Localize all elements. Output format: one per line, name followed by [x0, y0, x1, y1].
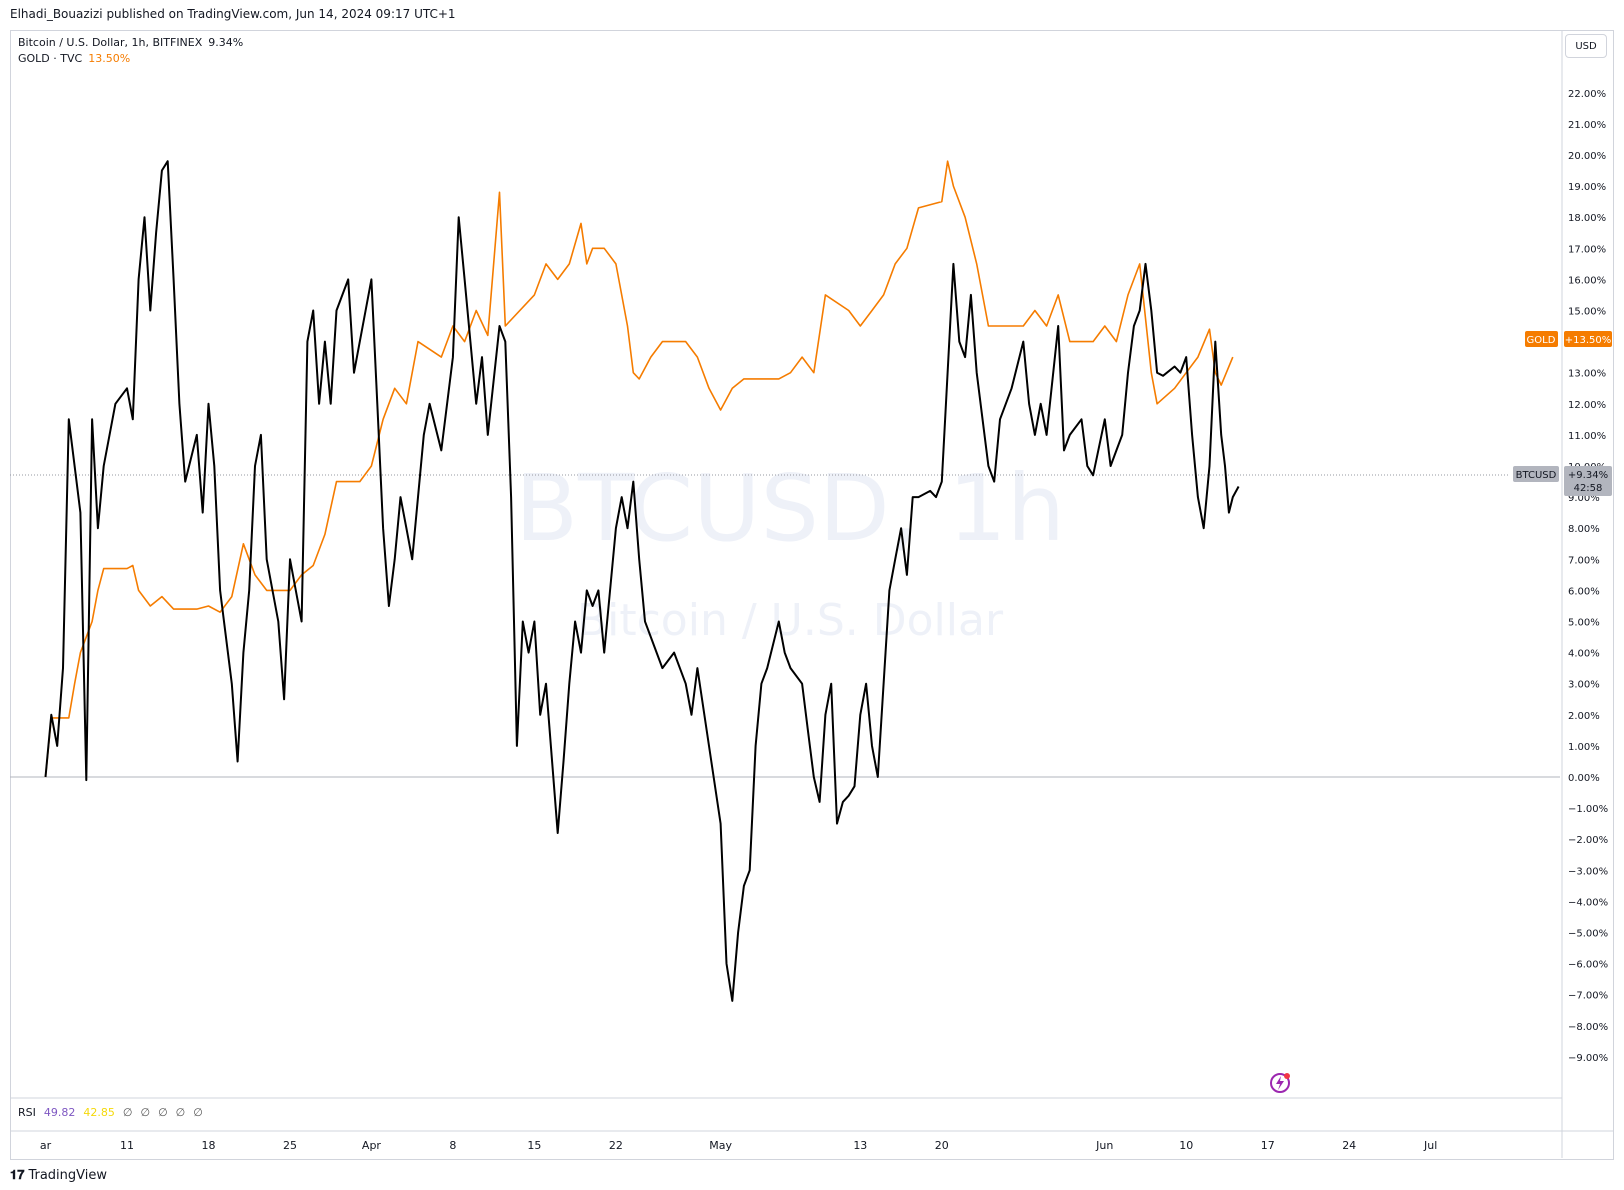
x-tick-label: Jul	[1423, 1139, 1437, 1152]
gold-series-line	[44, 160, 1234, 778]
y-tick-label: 6.00%	[1568, 586, 1600, 597]
y-tick-label: 9.00%	[1568, 493, 1600, 504]
y-tick-label: 8.00%	[1568, 524, 1600, 535]
x-tick-label: 24	[1342, 1139, 1356, 1152]
svg-text:GOLD: GOLD	[1527, 335, 1556, 346]
rsi-na-value: ∅	[122, 1106, 133, 1119]
svg-text:+13.50%: +13.50%	[1565, 335, 1612, 346]
x-tick-label: 18	[201, 1139, 215, 1152]
legend-gold-value: 13.50%	[88, 52, 131, 65]
y-tick-label: 15.00%	[1568, 307, 1606, 318]
legend-gold-label: GOLD · TVC	[18, 52, 83, 65]
x-tick-label: 15	[527, 1139, 541, 1152]
y-tick-label: 3.00%	[1568, 680, 1600, 691]
x-tick-label: May	[709, 1139, 732, 1152]
x-tick-label: 10	[1179, 1139, 1193, 1152]
y-tick-label: −5.00%	[1568, 929, 1608, 940]
y-tick-label: 4.00%	[1568, 649, 1600, 660]
y-tick-label: 18.00%	[1568, 213, 1606, 224]
rsi-label: RSI	[18, 1106, 36, 1119]
currency-button[interactable]: USD	[1565, 34, 1607, 58]
y-tick-label: 11.00%	[1568, 431, 1606, 442]
x-tick-label: Jun	[1095, 1139, 1113, 1152]
rsi-value-2: 42.85	[83, 1106, 115, 1119]
y-tick-label: −7.00%	[1568, 991, 1608, 1002]
x-tick-label: 20	[935, 1139, 949, 1152]
y-tick-label: 2.00%	[1568, 711, 1600, 722]
btc-series-line	[44, 160, 1240, 1002]
legend-gold[interactable]: GOLD · TVC 13.50%	[18, 51, 243, 67]
series-layer	[44, 160, 1240, 1002]
svg-text:+9.34%: +9.34%	[1568, 470, 1608, 481]
footer-brand[interactable]: 𝟏𝟕 TradingView	[10, 1168, 107, 1183]
chart-legend: Bitcoin / U.S. Dollar, 1h, BITFINEX 9.34%…	[18, 35, 243, 67]
lightning-icon[interactable]	[1270, 1073, 1290, 1093]
y-tick-label: 0.00%	[1568, 773, 1600, 784]
y-tick-label: −1.00%	[1568, 804, 1608, 815]
gold-price-tag: GOLD +13.50%	[1525, 331, 1612, 347]
svg-text:BTCUSD: BTCUSD	[1516, 470, 1557, 481]
y-tick-label: 13.00%	[1568, 369, 1606, 380]
publisher-line: Elhadi_Bouazizi published on TradingView…	[10, 7, 456, 21]
y-tick-label: 17.00%	[1568, 244, 1606, 255]
legend-btc[interactable]: Bitcoin / U.S. Dollar, 1h, BITFINEX 9.34%	[18, 35, 243, 51]
y-tick-label: 22.00%	[1568, 89, 1606, 100]
y-axis: 22.00% 21.00% 20.00% 19.00% 18.00% 17.00% 16.0…	[1568, 89, 1608, 1064]
y-tick-label: −6.00%	[1568, 960, 1608, 971]
x-tick-label: 22	[609, 1139, 623, 1152]
rsi-na-value: ∅	[175, 1106, 186, 1119]
rsi-legend[interactable]: RSI 49.82 42.85 ∅ ∅ ∅ ∅ ∅	[18, 1106, 203, 1119]
y-tick-label: 12.00%	[1568, 400, 1606, 411]
rsi-na-value: ∅	[140, 1106, 151, 1119]
x-tick-label: 13	[853, 1139, 867, 1152]
x-tick-label: Apr	[362, 1139, 382, 1152]
svg-text:42:58: 42:58	[1574, 483, 1603, 494]
y-tick-label: 19.00%	[1568, 182, 1606, 193]
y-tick-label: 21.00%	[1568, 120, 1606, 131]
x-tick-label: 17	[1261, 1139, 1275, 1152]
legend-btc-label: Bitcoin / U.S. Dollar, 1h, BITFINEX	[18, 36, 203, 49]
brand-name: TradingView	[28, 1168, 108, 1183]
x-axis: ar 11 18 25 Apr 8 15 22 May 13 20 Jun 10 17 24 Jul	[40, 1139, 1437, 1152]
rsi-value-1: 49.82	[43, 1106, 76, 1119]
watermark-symbol: BTCUSD, 1h	[515, 455, 1065, 562]
y-tick-label: 7.00%	[1568, 555, 1600, 566]
y-tick-label: −9.00%	[1568, 1053, 1608, 1064]
y-tick-label: 1.00%	[1568, 742, 1600, 753]
y-tick-label: −8.00%	[1568, 1022, 1608, 1033]
rsi-na-value: ∅	[193, 1106, 203, 1119]
rsi-na-value: ∅	[158, 1106, 168, 1119]
y-tick-label: −3.00%	[1568, 866, 1608, 877]
y-tick-label: 20.00%	[1568, 151, 1606, 162]
x-tick-label: 11	[120, 1139, 134, 1152]
y-tick-label: 16.00%	[1568, 275, 1606, 286]
chart-frame	[10, 30, 1614, 1160]
watermark-name: Bitcoin / U.S. Dollar	[577, 595, 1004, 646]
x-tick-label: 8	[449, 1139, 456, 1152]
y-tick-label: −4.00%	[1568, 897, 1608, 908]
y-tick-label: −2.00%	[1568, 835, 1608, 846]
btc-price-tag: BTCUSD +9.34% 42:58	[1513, 466, 1612, 496]
legend-btc-value: 9.34%	[208, 36, 244, 49]
y-tick-label: 5.00%	[1568, 618, 1600, 629]
x-tick-label: 25	[283, 1139, 297, 1152]
x-tick-label: ar	[40, 1139, 52, 1152]
tradingview-logo-icon: 𝟏𝟕	[10, 1168, 25, 1183]
